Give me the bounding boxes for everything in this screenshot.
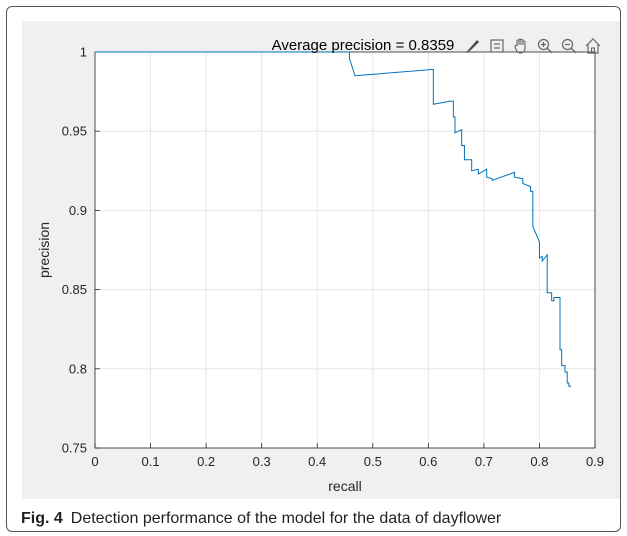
x-axis-label: recall: [328, 478, 361, 494]
zoom-out-icon[interactable]: [558, 35, 580, 57]
caption-label: Fig. 4: [21, 510, 63, 527]
x-tick-label: 0.7: [475, 454, 493, 469]
x-tick-label: 0.6: [419, 454, 437, 469]
data-tips-icon[interactable]: [486, 35, 508, 57]
pan-hand-icon[interactable]: [510, 35, 532, 57]
x-tick-label: 0.8: [530, 454, 548, 469]
y-tick-label: 1: [80, 45, 87, 60]
y-tick-label: 0.85: [62, 282, 87, 297]
chart-title: Average precision = 0.8359: [272, 37, 455, 54]
y-tick-label: 0.75: [62, 441, 87, 456]
y-tick-label: 0.8: [69, 361, 87, 376]
tick-marks: 0 0.1 0.2 0.3 0.4 0.5 0.6 0.7 0.8 0.9 0.75 0.8 0.85 0…: [62, 45, 604, 470]
axes-toolbar: [462, 35, 604, 57]
pr-curve-chart: 0 0.1 0.2 0.3 0.4 0.5 0.6 0.7 0.8 0.9 0.75 0.8 0.85 0…: [36, 37, 604, 494]
series-line: [95, 51, 572, 387]
zoom-in-icon[interactable]: [534, 35, 556, 57]
x-tick-label: 0.9: [586, 454, 604, 469]
x-tick-label: 0.5: [364, 454, 382, 469]
y-tick-label: 0.95: [62, 124, 87, 139]
brush-icon[interactable]: [462, 35, 484, 57]
series-layer: [95, 51, 572, 387]
x-tick-label: 0.1: [142, 454, 160, 469]
x-tick-label: 0: [91, 454, 98, 469]
caption-text: Detection performance of the model for t…: [70, 510, 502, 527]
x-tick-label: 0.4: [308, 454, 326, 469]
figure-caption: Fig. 4 Detection performance of the model…: [21, 510, 620, 528]
x-tick-label: 0.2: [197, 454, 215, 469]
y-tick-label: 0.9: [69, 203, 87, 218]
home-icon[interactable]: [582, 35, 604, 57]
y-axis-label: precision: [36, 222, 52, 278]
x-tick-label: 0.3: [253, 454, 271, 469]
plot-area: [95, 52, 595, 448]
figure-frame: 0 0.1 0.2 0.3 0.4 0.5 0.6 0.7 0.8 0.9 0.75 0.8 0.85 0…: [6, 6, 621, 532]
